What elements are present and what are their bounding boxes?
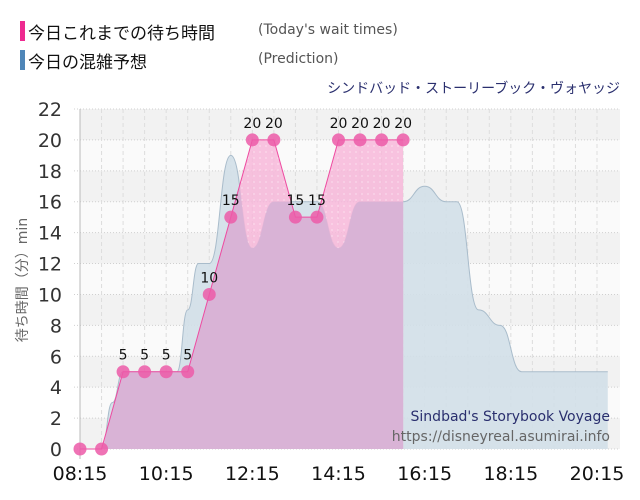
data-label: 5 xyxy=(183,348,192,364)
legend-swatch-blue xyxy=(20,50,25,70)
legend-label-en: (Prediction) xyxy=(258,51,339,67)
x-tick-label: 10:15 xyxy=(139,463,194,485)
watermark-title: Sindbad's Storybook Voyage xyxy=(411,409,610,425)
legend-label-en: (Today's wait times) xyxy=(258,22,398,38)
data-label: 15 xyxy=(287,193,305,209)
legend-item-actual[interactable]: 今日これまでの待ち時間 xyxy=(20,20,215,44)
y-tick-label: 22 xyxy=(38,99,62,121)
data-point[interactable] xyxy=(138,365,152,379)
chart-subtitle: シンドバッド・ストーリーブック・ヴォヤッジ xyxy=(327,81,620,97)
data-point[interactable] xyxy=(396,133,410,147)
data-point[interactable] xyxy=(159,365,173,379)
data-label: 5 xyxy=(162,348,171,364)
data-label: 20 xyxy=(330,116,348,132)
legend-item-prediction[interactable]: 今日の混雑予想 xyxy=(20,49,147,73)
data-label: 15 xyxy=(308,193,326,209)
watermark-url: https://disneyreal.asumirai.info xyxy=(392,429,610,445)
y-tick-label: 20 xyxy=(38,130,62,152)
x-tick-label: 20:15 xyxy=(570,463,625,485)
legend-label-jp: 今日の混雑予想 xyxy=(28,52,147,73)
data-label: 20 xyxy=(394,116,412,132)
data-label: 20 xyxy=(373,116,391,132)
data-point[interactable] xyxy=(267,133,281,147)
data-point[interactable] xyxy=(73,442,87,456)
legend-swatch-pink xyxy=(20,21,25,41)
y-tick-label: 16 xyxy=(38,192,62,214)
data-markers xyxy=(73,133,410,456)
x-tick-label: 08:15 xyxy=(53,463,108,485)
x-tick-label: 18:15 xyxy=(483,463,538,485)
data-label: 20 xyxy=(351,116,369,132)
data-point[interactable] xyxy=(116,365,130,379)
data-label: 20 xyxy=(265,116,283,132)
data-point[interactable] xyxy=(375,133,389,147)
data-label: 15 xyxy=(222,193,240,209)
y-tick-label: 18 xyxy=(38,161,62,183)
x-tick-label: 12:15 xyxy=(225,463,280,485)
y-tick-label: 2 xyxy=(50,408,62,430)
watermark: Sindbad's Storybook Voyage https://disney… xyxy=(392,409,610,445)
data-point[interactable] xyxy=(245,133,259,147)
overlap-area xyxy=(80,139,404,450)
x-tick-label: 16:15 xyxy=(397,463,452,485)
data-label: 5 xyxy=(119,348,128,364)
y-tick-label: 6 xyxy=(50,346,62,368)
y-tick-label: 14 xyxy=(38,223,62,245)
data-point[interactable] xyxy=(202,287,216,301)
y-tick-label: 8 xyxy=(50,315,62,337)
data-point[interactable] xyxy=(288,210,302,224)
data-label: 5 xyxy=(140,348,149,364)
y-tick-label: 0 xyxy=(50,439,62,461)
y-tick-label: 4 xyxy=(50,377,62,399)
data-point[interactable] xyxy=(181,365,195,379)
axis-ticks: 0 2 4 6 8 10 12 14 16 18 20 22 08:15 10:15 12:15 14:15 1… xyxy=(38,99,625,485)
data-label: 20 xyxy=(243,116,261,132)
y-tick-label: 12 xyxy=(38,254,62,276)
x-tick-label: 14:15 xyxy=(311,463,366,485)
data-label: 10 xyxy=(200,270,218,286)
data-point[interactable] xyxy=(95,442,109,456)
data-point[interactable] xyxy=(353,133,367,147)
y-tick-label: 10 xyxy=(38,284,62,306)
legend-label-jp: 今日これまでの待ち時間 xyxy=(28,23,215,44)
data-point[interactable] xyxy=(310,210,324,224)
data-point[interactable] xyxy=(224,210,238,224)
data-point[interactable] xyxy=(332,133,345,147)
